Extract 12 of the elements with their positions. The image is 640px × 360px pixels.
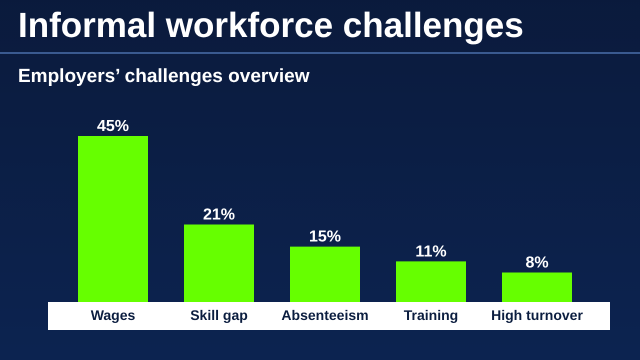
- x-tick-label: High turnover: [491, 306, 584, 323]
- data-label: 8%: [525, 254, 549, 272]
- x-tick-label: Training: [404, 306, 458, 323]
- x-tick-label: Absenteeism: [281, 306, 369, 323]
- chart-title: Informal workforce challenges: [18, 6, 524, 46]
- data-label: 15%: [308, 228, 342, 246]
- chart-subtitle: Employers’ challenges overview: [18, 66, 310, 88]
- data-label: 21%: [202, 206, 236, 224]
- x-tick-label: Wages: [90, 306, 136, 323]
- x-tick-label: Skill gap: [190, 306, 248, 323]
- data-label: 45%: [96, 118, 130, 135]
- data-label: 11%: [415, 243, 447, 260]
